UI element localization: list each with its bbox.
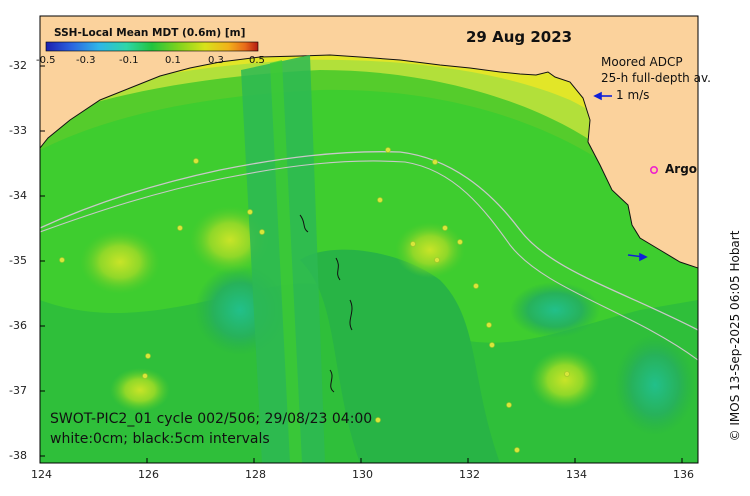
adcp-legend-title: Moored ADCP	[601, 55, 683, 69]
bathymetry-contour-1	[40, 151, 698, 331]
colorbar-tick: 0.1	[165, 55, 181, 66]
colorbar-tick: 0.3	[208, 55, 224, 66]
argo-legend-label: Argo	[665, 162, 698, 176]
land-australia	[40, 16, 698, 269]
x-tick-label: 124	[31, 468, 52, 481]
adcp-arrow-scale-label: 1 m/s	[616, 88, 650, 102]
y-tick-label: -35	[9, 254, 27, 267]
adcp-legend-arrow-head	[593, 91, 602, 101]
axis-ticks	[39, 65, 683, 463]
colorbar-title: SSH-Local Mean MDT (0.6m) [m]	[54, 27, 246, 39]
y-tick-label: -36	[9, 319, 27, 332]
colorbar-tick: 0.5	[249, 55, 265, 66]
copyright-label: © IMOS 13-Sep-2025 06:05 Hobart	[728, 230, 742, 442]
float-dots	[59, 147, 570, 453]
y-tick-label: -37	[9, 384, 27, 397]
ssh-contour-black	[299, 214, 353, 393]
y-tick-label: -33	[9, 124, 27, 137]
y-tick-label: -34	[9, 189, 27, 202]
swot-nadir-gap	[270, 60, 302, 463]
ocean-dark-tongue	[300, 249, 500, 463]
x-tick-label: 136	[673, 468, 694, 481]
colorbar-tick: -0.3	[76, 55, 96, 66]
adcp-arrows	[593, 91, 648, 262]
plot-frame	[39, 15, 699, 464]
swot-annotation-line2: white:0cm; black:5cm intervals	[50, 431, 270, 447]
eddy-warm-5	[110, 368, 170, 412]
map-date-title: 29 Aug 2023	[466, 28, 573, 46]
colorbar-tick: -0.1	[119, 55, 139, 66]
y-tick-label: -32	[9, 59, 27, 72]
eddy-cold-southeast	[615, 335, 695, 435]
eddy-warm-1	[80, 230, 160, 294]
eddy-warm-3	[395, 222, 465, 278]
map-plot-area	[40, 16, 698, 463]
colorbar	[45, 41, 259, 52]
argo-legend-marker	[649, 166, 658, 175]
bathymetry-contour-2	[40, 160, 698, 361]
swot-annotation-line1: SWOT-PIC2_01 cycle 002/506; 29/08/23 04:…	[50, 411, 373, 427]
eddy-warm-4	[530, 350, 600, 410]
x-tick-label: 132	[459, 468, 480, 481]
adcp-legend-subtitle: 25-h full-depth av.	[601, 71, 711, 85]
adcp-station-arrow-head	[639, 252, 648, 262]
y-tick-label: -38	[9, 449, 27, 462]
colorbar-tick: -0.5	[36, 55, 56, 66]
eddy-cold-east	[510, 282, 600, 338]
x-tick-label: 130	[352, 468, 373, 481]
x-tick-label: 134	[566, 468, 587, 481]
x-tick-label: 128	[245, 468, 266, 481]
x-tick-label: 126	[138, 468, 159, 481]
